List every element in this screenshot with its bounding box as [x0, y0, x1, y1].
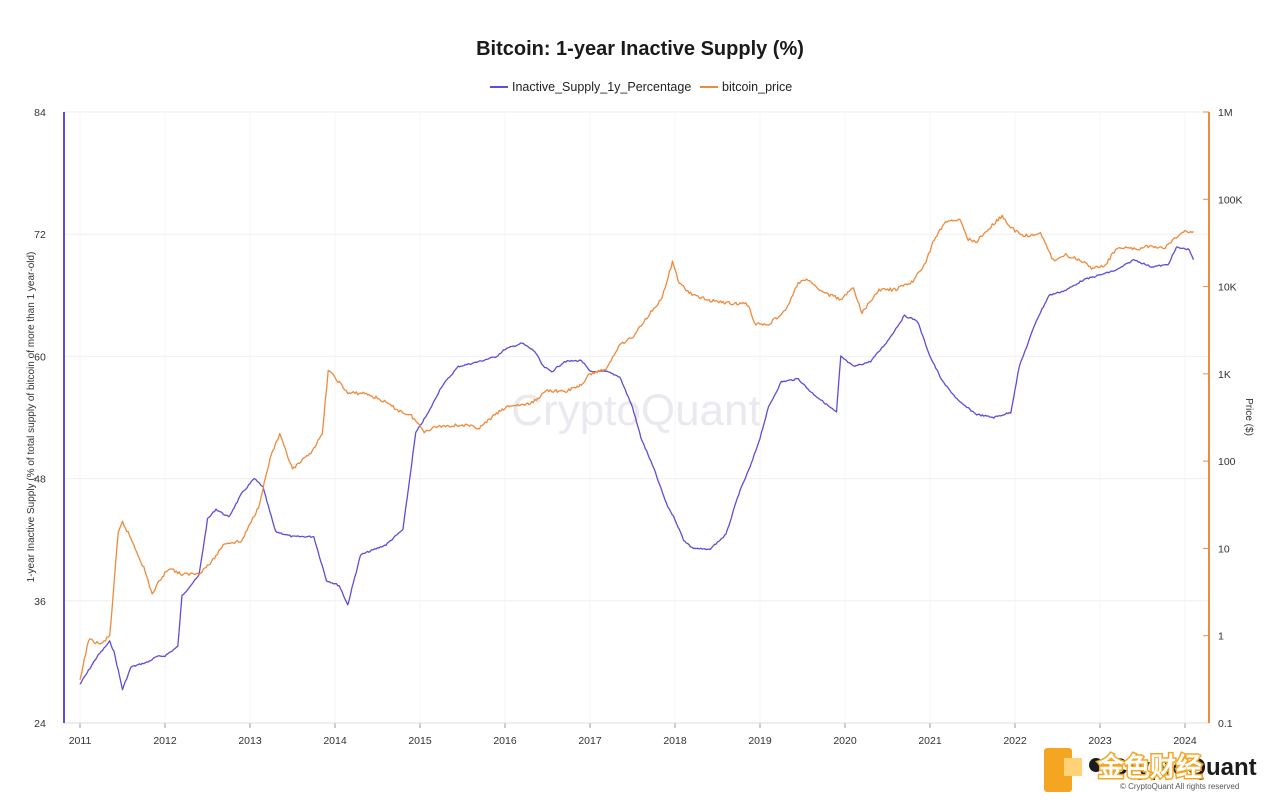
x-tick-label: 2024 — [1173, 735, 1197, 747]
x-tick-label: 2021 — [918, 735, 942, 747]
left-tick-label: 84 — [34, 107, 46, 119]
x-tick-label: 2020 — [833, 735, 857, 747]
x-tick-label: 2015 — [408, 735, 432, 747]
left-tick-label: 60 — [34, 351, 46, 363]
series-lines — [79, 214, 1195, 691]
right-tick-label: 100 — [1218, 456, 1236, 468]
right-axis-ticks: 1M 100K 10K 1K 100 10 1 0.1 — [1203, 107, 1243, 730]
legend: Inactive_Supply_1y_Percentage bitcoin_pr… — [490, 80, 792, 94]
logo-mark-accent-icon — [1064, 758, 1082, 776]
right-tick-label: 1 — [1218, 631, 1224, 643]
right-tick-label: 1M — [1218, 107, 1233, 119]
left-axis-title: 1-year Inactive Supply (% of total suppl… — [26, 252, 37, 583]
right-tick-label: 1K — [1218, 369, 1231, 381]
x-tick-label: 2011 — [69, 735, 92, 747]
x-tick-label: 2018 — [663, 735, 687, 747]
right-tick-label: 10 — [1218, 543, 1230, 555]
footer-copyright: © CryptoQuant All rights reserved — [1120, 782, 1239, 791]
x-tick-label: 2023 — [1088, 735, 1112, 747]
watermark: CryptoQuant — [511, 386, 760, 435]
x-tick-label: 2016 — [493, 735, 517, 747]
series-line-bitcoin-price — [79, 214, 1194, 680]
legend-label-bitcoin-price: bitcoin_price — [722, 80, 792, 94]
left-tick-label: 48 — [34, 474, 46, 486]
footer-brand: CryptoQuant — [1110, 754, 1257, 781]
x-tick-label: 2017 — [578, 735, 602, 747]
x-axis-ticks: 2011 2012 2013 2014 2015 2016 2017 2018 2019 2020… — [64, 722, 1209, 747]
right-axis-title: Price ($) — [1243, 398, 1254, 436]
right-tick-label: 10K — [1218, 282, 1237, 294]
x-tick-label: 2012 — [153, 735, 177, 747]
left-tick-label: 24 — [34, 718, 46, 730]
x-tick-label: 2019 — [748, 735, 772, 747]
left-tick-label: 36 — [34, 596, 46, 608]
series-line-inactive-supply — [79, 246, 1195, 691]
x-tick-label: 2014 — [323, 735, 347, 747]
right-tick-label: 0.1 — [1218, 718, 1233, 730]
left-tick-label: 72 — [34, 229, 46, 241]
right-tick-label: 100K — [1218, 194, 1243, 206]
left-axis-ticks: 84 72 60 48 36 24 — [34, 107, 46, 730]
brand-dot-icon — [1089, 758, 1103, 772]
footer-overlay-text: 金色财经 — [1097, 752, 1202, 782]
footer-logo: CryptoQuant © CryptoQuant All rights res… — [1044, 748, 1257, 792]
legend-label-inactive-supply: Inactive_Supply_1y_Percentage — [512, 80, 691, 94]
chart-title: Bitcoin: 1-year Inactive Supply (%) — [476, 38, 804, 60]
x-tick-label: 2013 — [238, 735, 262, 747]
x-tick-label: 2022 — [1003, 735, 1027, 747]
